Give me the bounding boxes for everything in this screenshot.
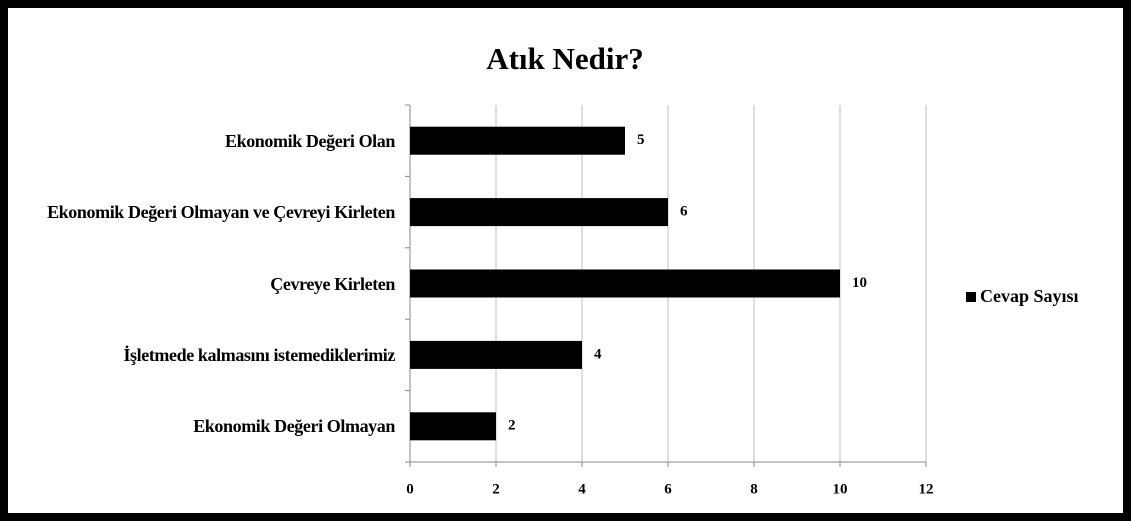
data-label: 2 [508,418,516,434]
y-tick-label-text: Ekonomik Değeri Olmayan ve Çevreyi Kirle… [47,202,395,223]
y-tick-label: Ekonomik Değeri Olmayan ve Çevreyi Kirle… [47,182,395,242]
bar [410,269,840,298]
x-tick-label: 4 [578,481,586,497]
legend-swatch [966,292,976,302]
bar [410,198,668,227]
data-label: 5 [637,132,645,148]
data-label: 6 [680,204,688,220]
chart-title: Atık Nedir? [486,41,644,76]
x-tick-label: 8 [750,481,758,497]
x-tick-label: 2 [492,481,500,497]
y-tick-label: İşletmede kalmasını istemediklerimiz [123,325,395,385]
x-tick-label: 12 [919,481,934,497]
x-tick-label: 0 [406,481,414,497]
y-tick-label: Çevreye Kirleten [270,254,395,314]
bar [410,412,496,441]
bar [410,340,582,369]
y-tick-label: Ekonomik Değeri Olmayan [193,396,395,456]
x-tick-label: 6 [664,481,672,497]
y-tick-label-text: Ekonomik Değeri Olmayan [193,416,395,437]
y-tick-label: Ekonomik Değeri Olan [225,111,395,171]
y-tick-label-text: Çevreye Kirleten [270,273,395,294]
y-tick-label-text: İşletmede kalmasını istemediklerimiz [123,344,395,365]
x-tick-label: 10 [833,481,848,497]
bar [410,126,625,155]
legend-label: Cevap Sayısı [980,286,1079,306]
y-tick-label-text: Ekonomik Değeri Olan [224,130,395,151]
data-label: 10 [852,275,867,291]
data-label: 4 [594,346,602,362]
